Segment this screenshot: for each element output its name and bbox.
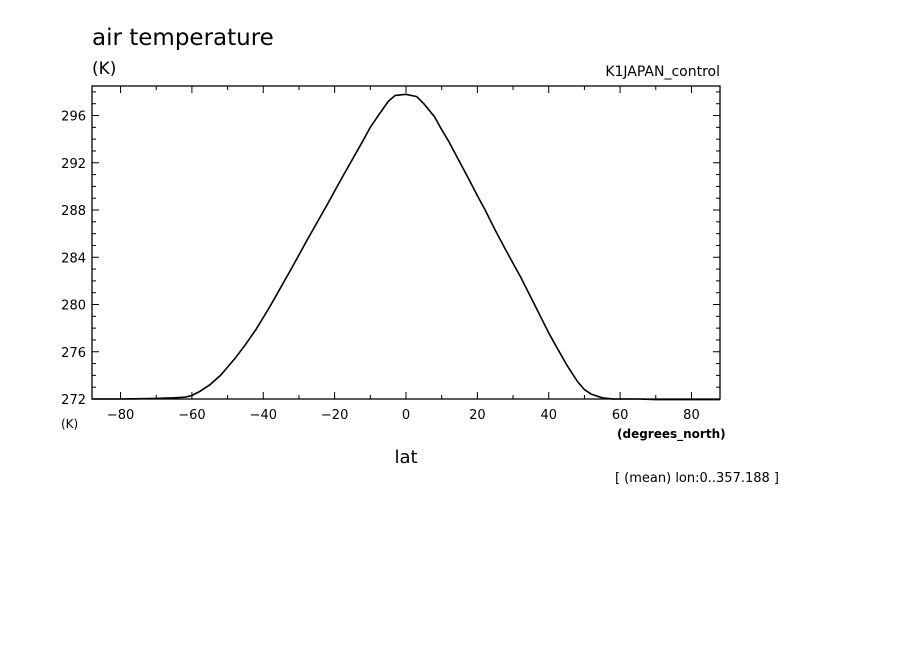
x-tick-labels: −80 −60 −40 −20 0 20 40 60 80 (107, 408, 700, 423)
plot-frame (91, 85, 721, 400)
x-tick-label: 20 (469, 408, 486, 423)
x-tick-label: −60 (178, 408, 205, 423)
y-tick-label: 284 (61, 251, 86, 266)
axis-ticks (92, 86, 720, 400)
chart-title: air temperature (92, 25, 274, 51)
x-axis-label: lat (394, 447, 417, 468)
x-tick-label: −20 (321, 408, 348, 423)
x-tick-label: 0 (402, 408, 410, 423)
x-tick-label: 80 (683, 408, 700, 423)
title-units: (K) (92, 59, 116, 79)
y-tick-label: 292 (61, 157, 86, 172)
x-tick-label: −80 (107, 408, 134, 423)
x-units-label: (degrees_north) (617, 427, 726, 442)
y-tick-label: 288 (61, 204, 86, 219)
y-tick-label: 272 (61, 393, 86, 408)
y-tick-label: 296 (61, 110, 86, 125)
x-tick-label: 40 (540, 408, 557, 423)
x-tick-label: 60 (612, 408, 629, 423)
y-tick-label: 276 (61, 346, 86, 361)
series-line (92, 93, 720, 401)
mean-note: [ (mean) lon:0..357.188 ] (615, 471, 779, 486)
y-tick-label: 280 (61, 299, 86, 314)
experiment-label: K1JAPAN_control (605, 64, 720, 80)
y-units-label: (K) (61, 417, 78, 431)
y-tick-labels: 272 276 280 284 288 292 296 (61, 110, 86, 408)
x-tick-label: −40 (250, 408, 277, 423)
